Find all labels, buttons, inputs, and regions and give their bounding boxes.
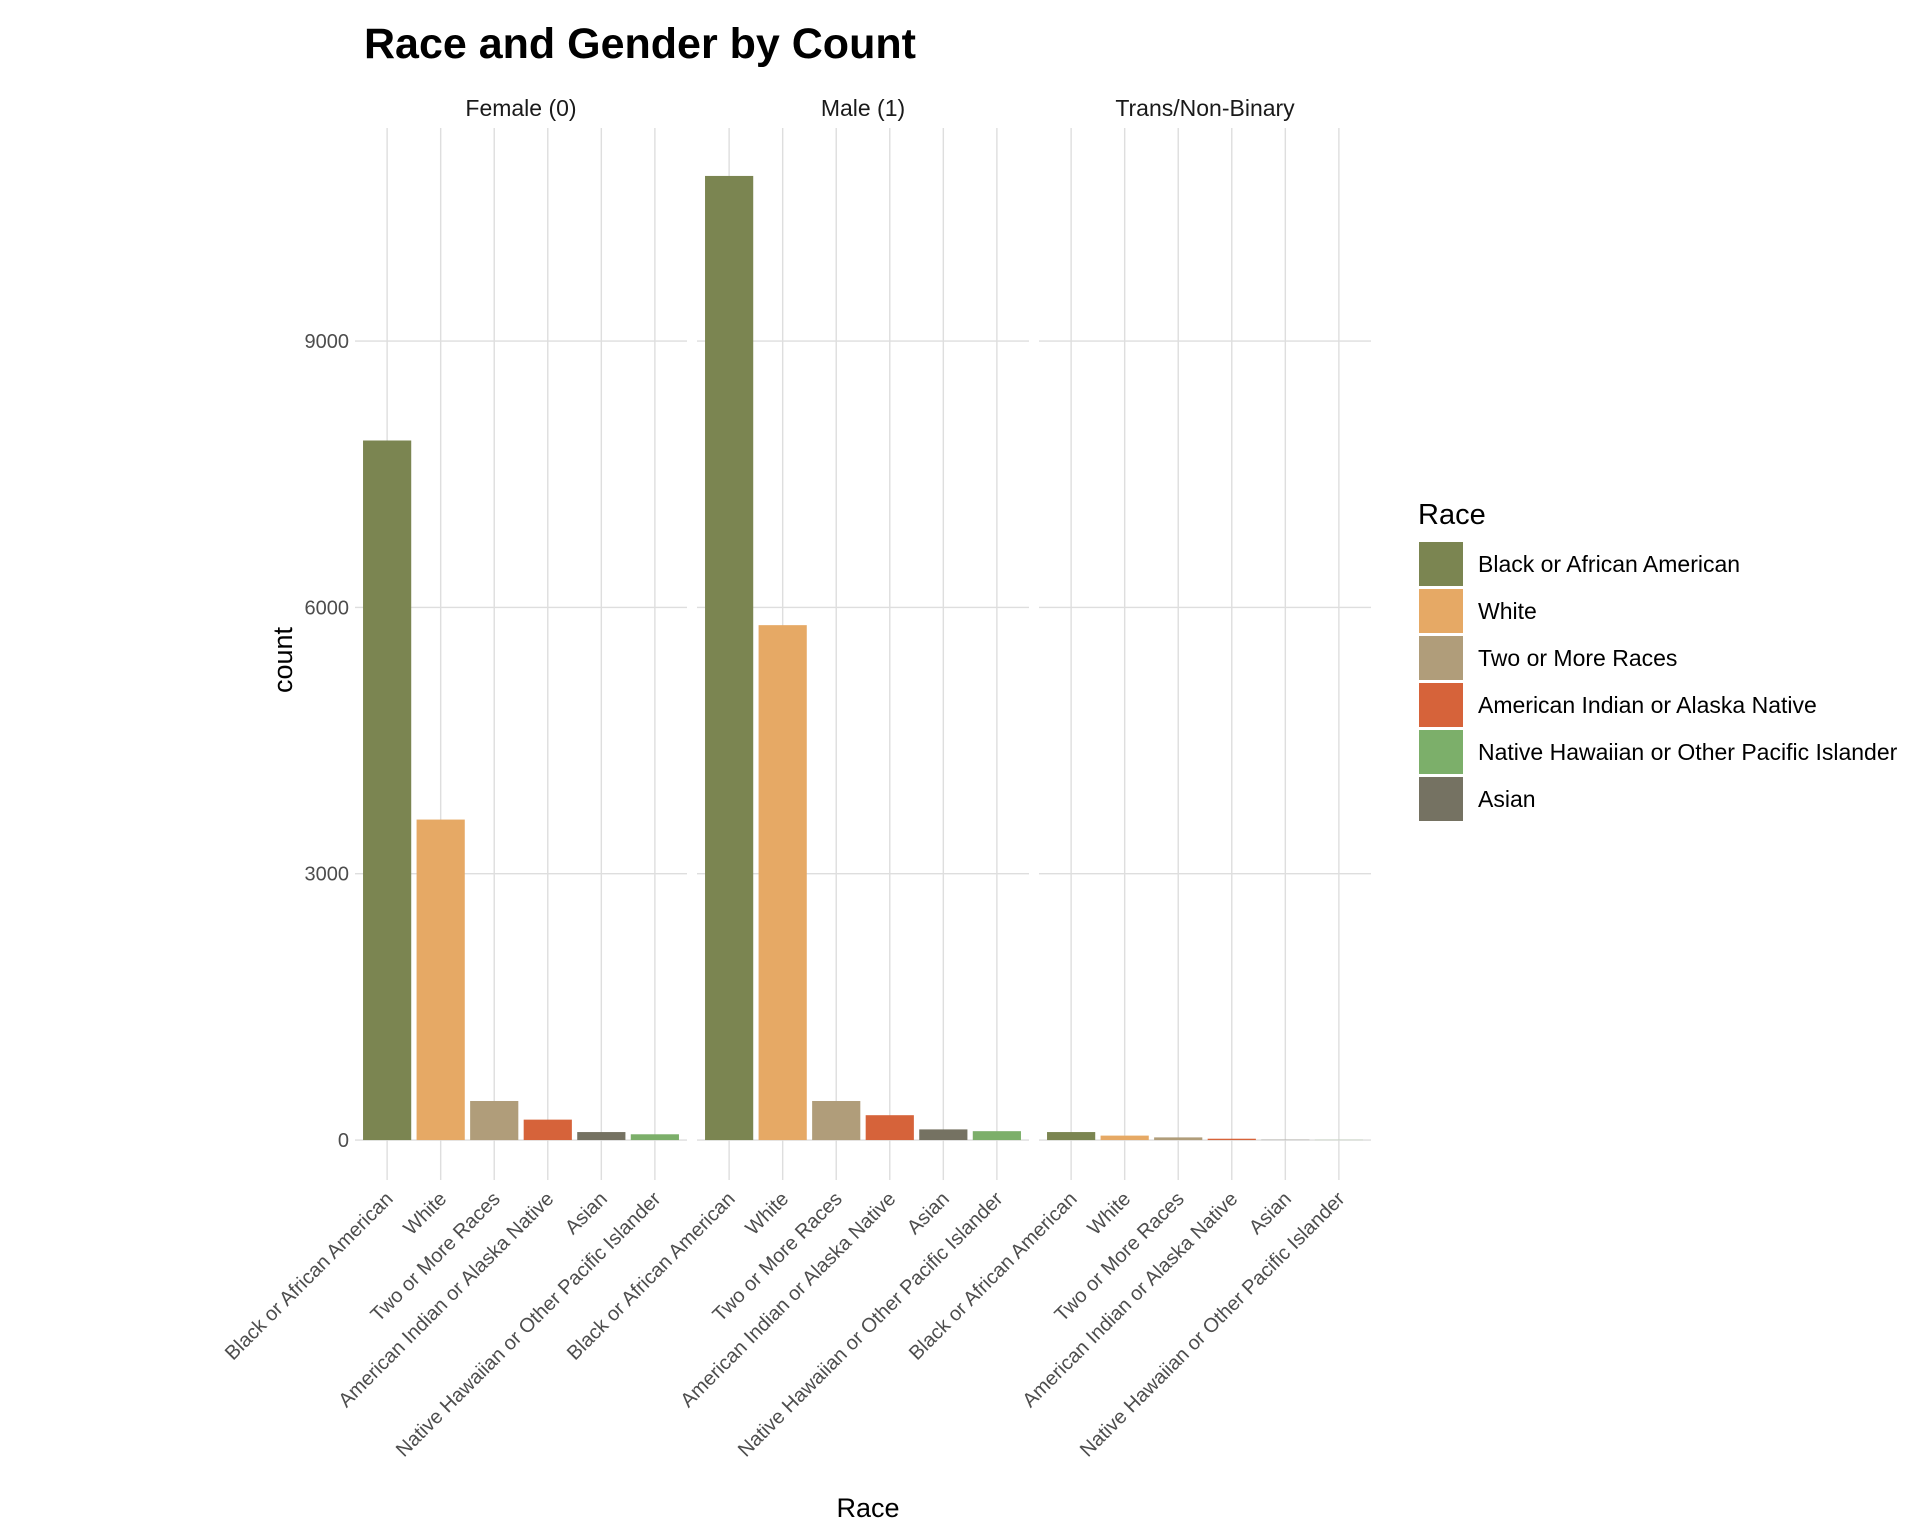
bar-trans-non-binary-two-or-more-races: [1154, 1137, 1203, 1141]
y-tick-label: 9000: [305, 331, 350, 353]
bar-female-0-asian: [577, 1132, 626, 1141]
legend: Race Black or African American White Two o…: [1417, 499, 1898, 823]
facet-label-female-0: Female (0): [465, 95, 576, 121]
chart-title: Race and Gender by Count: [364, 20, 916, 68]
bar-male-1-native-hawaiian-or-other-pacific-islander: [972, 1131, 1021, 1141]
bar-trans-non-binary-black-or-african-american: [1047, 1132, 1096, 1141]
legend-swatch-two-or-more-races: [1417, 634, 1465, 682]
x-tick-label: Black or African American: [221, 1188, 398, 1365]
bar-female-0-black-or-african-american: [363, 440, 412, 1141]
legend-title: Race: [1418, 499, 1486, 531]
bar-male-1-white: [758, 625, 807, 1141]
legend-swatch-american-indian-or-alaska-native: [1417, 681, 1465, 729]
bar-trans-non-binary-american-indian-or-alaska-native: [1207, 1138, 1256, 1141]
legend-label-black-or-african-american: Black or African American: [1478, 551, 1740, 577]
legend-swatch-black-or-african-american: [1417, 540, 1465, 588]
bar-female-0-white: [416, 819, 465, 1141]
x-tick-label: Asian: [1245, 1188, 1296, 1239]
x-tick-label: Asian: [903, 1188, 954, 1239]
x-tick-label: Asian: [561, 1188, 612, 1239]
legend-swatch-native-hawaiian-or-other-pacific-islander: [1417, 728, 1465, 776]
bar-female-0-two-or-more-races: [470, 1100, 519, 1141]
bar-male-1-american-indian-or-alaska-native: [865, 1115, 914, 1141]
legend-label-american-indian-or-alaska-native: American Indian or Alaska Native: [1478, 692, 1817, 718]
legend-label-white: White: [1478, 598, 1537, 624]
legend-swatch-white: [1417, 587, 1465, 635]
facet-female-0: Female (0) Black or African American White…: [221, 95, 687, 1461]
y-axis-title: count: [268, 626, 298, 693]
y-tick-label: 0: [338, 1130, 349, 1152]
x-tick-label: White: [400, 1188, 452, 1240]
legend-label-two-or-more-races: Two or More Races: [1478, 645, 1677, 671]
bar-trans-non-binary-white: [1100, 1135, 1149, 1141]
x-axis-title: Race: [836, 1493, 899, 1523]
bar-female-0-american-indian-or-alaska-native: [523, 1119, 572, 1141]
bar-male-1-asian: [919, 1129, 968, 1141]
legend-label-asian: Asian: [1478, 786, 1536, 812]
y-tick-label: 3000: [305, 864, 350, 886]
bar-male-1-two-or-more-races: [812, 1100, 861, 1141]
bar-female-0-native-hawaiian-or-other-pacific-islander: [630, 1134, 679, 1141]
facet-male-1: Male (1)Black or African American WhiteTw…: [563, 95, 1029, 1461]
legend-label-native-hawaiian-or-other-pacific-islander: Native Hawaiian or Other Pacific Islande…: [1478, 739, 1898, 765]
x-tick-label: White: [1084, 1188, 1136, 1240]
x-tick-label: White: [742, 1188, 794, 1240]
y-tick-label: 6000: [305, 597, 350, 619]
legend-swatch-asian: [1417, 775, 1465, 823]
facet-label-male-1: Male (1): [821, 95, 905, 121]
facet-panels: Female (0)Black or African American White…: [221, 95, 1371, 1461]
facet-label-trans-non-binary: Trans/Non-Binary: [1115, 95, 1295, 121]
bar-male-1-black-or-african-american: [705, 175, 754, 1141]
